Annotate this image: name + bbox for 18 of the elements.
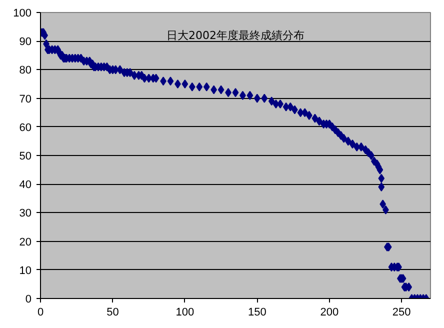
x-tick-label: 250 [392, 306, 411, 318]
text: 日大2002年度最終成績分布 [166, 28, 305, 42]
y-tick-label: 0 [25, 294, 32, 306]
y-tick-label: 40 [19, 179, 32, 192]
x-tick-label: 50 [106, 306, 119, 318]
y-tick-label: 80 [19, 64, 32, 77]
y-tick-label: 60 [19, 122, 32, 134]
y-tick-label: 30 [19, 208, 32, 220]
y-tick-label: 70 [19, 93, 32, 106]
y-tick-label: 50 [19, 150, 32, 162]
x-tick-label: 0 [37, 306, 44, 318]
y-tick-label: 20 [19, 236, 32, 248]
x-tick-label: 150 [248, 306, 266, 318]
y-tick-label: 10 [19, 264, 32, 277]
x-tick-label: 100 [176, 306, 194, 318]
y-tick-label: 90 [19, 36, 32, 48]
x-tick-label: 200 [320, 306, 339, 318]
y-tick-label: 100 [13, 8, 32, 20]
